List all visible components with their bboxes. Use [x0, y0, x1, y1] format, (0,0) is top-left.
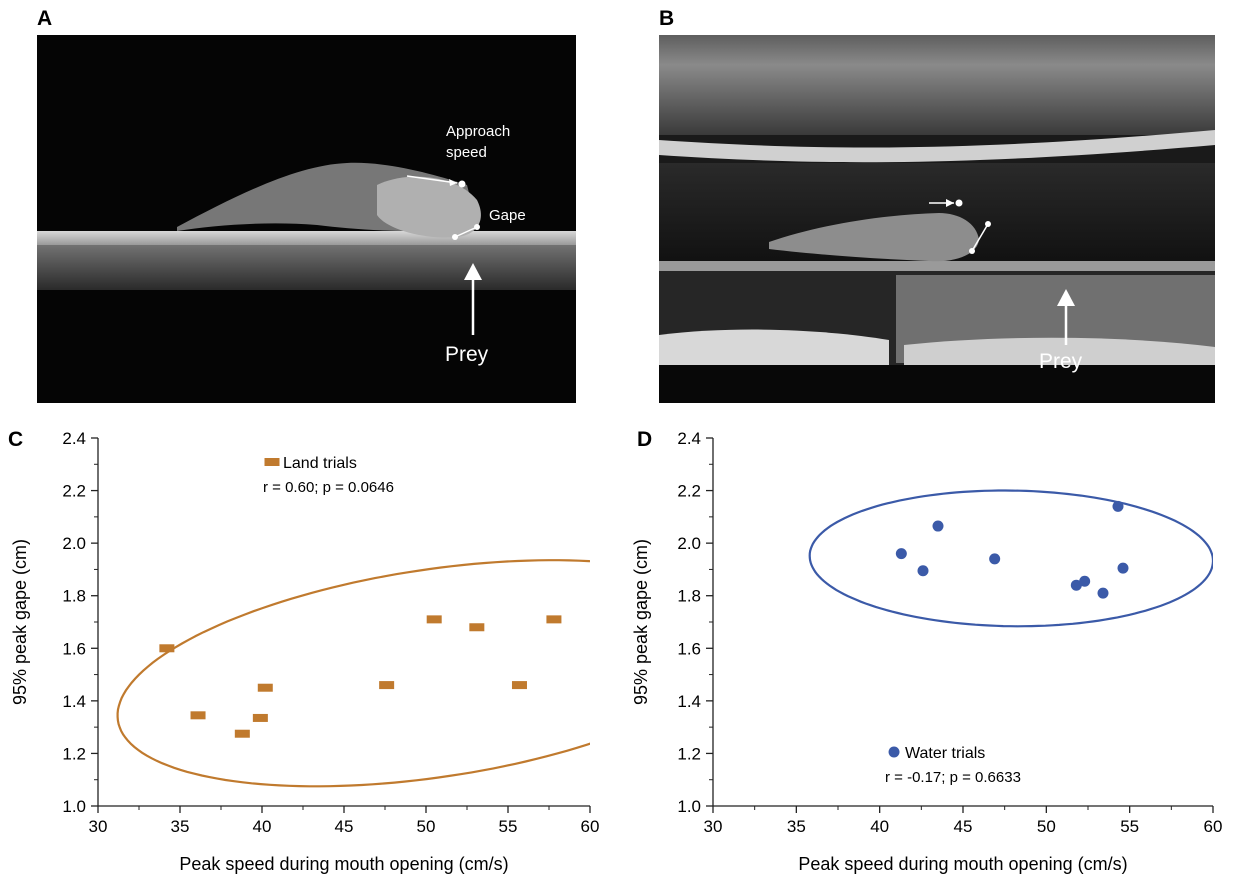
- data-point: [159, 644, 175, 653]
- y-tick-label: 2.4: [62, 429, 86, 448]
- x-tick-label: 55: [1120, 817, 1139, 836]
- gape-point-upper-water: [985, 221, 991, 227]
- data-point: [1070, 579, 1082, 591]
- legend-stats: r = 0.60; p = 0.0646: [263, 479, 394, 496]
- sand-right: [904, 337, 1215, 365]
- data-point: [932, 520, 944, 532]
- x-tick-label: 30: [704, 817, 723, 836]
- photo-water-strike: Prey: [659, 35, 1215, 403]
- panel-label-d: D: [637, 428, 652, 451]
- chart-land-trials: C 30 35 40 45 50 55 60 1.0 1.2 1.4 1.6 1.8 2.0 2.2 2.4 P…: [8, 428, 600, 874]
- panel-label-c: C: [8, 428, 23, 451]
- x-axis-label: Peak speed during mouth opening (cm/s): [798, 854, 1127, 874]
- y-tick-label: 1.8: [62, 587, 86, 606]
- x-axis-label: Peak speed during mouth opening (cm/s): [179, 854, 508, 874]
- legend-label: Water trials: [905, 745, 985, 762]
- data-point: [1112, 500, 1124, 512]
- y-tick-label: 1.6: [677, 639, 701, 658]
- confidence-ellipse: [808, 489, 1213, 628]
- y-tick-label: 1.0: [62, 797, 86, 816]
- tank-rail: [659, 261, 1215, 271]
- y-tick-label: 1.2: [62, 744, 86, 763]
- y-tick-label: 1.4: [677, 692, 701, 711]
- chart-water-trials: D 30 35 40 45 50 55 60 1.0 1.2 1.4 1.6 1.8 2.0 2.2 2.4 P…: [631, 428, 1223, 874]
- label-prey: Prey: [445, 343, 489, 366]
- y-axis-label: 95% peak gape (cm): [10, 539, 30, 705]
- label-approach: Approach: [446, 123, 510, 140]
- panel-label-a: A: [37, 7, 53, 30]
- approach-point-water: [955, 199, 963, 207]
- x-tick-label: 30: [89, 817, 108, 836]
- y-tick-label: 1.0: [677, 797, 701, 816]
- gape-point-lower-water: [969, 248, 975, 254]
- y-tick-label: 1.4: [62, 692, 86, 711]
- water-surface: [659, 130, 1215, 163]
- y-axis-label: 95% peak gape (cm): [631, 539, 651, 705]
- label-gape: Gape: [489, 207, 526, 224]
- substrate-platform: [37, 240, 576, 290]
- legend-marker: [264, 458, 280, 466]
- data-point: [257, 683, 273, 692]
- data-point: [989, 553, 1001, 565]
- legend-stats: r = -0.17; p = 0.6633: [885, 769, 1021, 786]
- data-point: [895, 548, 907, 560]
- x-tick-label: 60: [581, 817, 600, 836]
- y-tick-label: 2.2: [62, 482, 86, 501]
- approach-arrow-head-water: [946, 199, 954, 207]
- panel-label-b: B: [659, 7, 675, 30]
- data-point: [546, 615, 562, 624]
- x-tick-label: 45: [335, 817, 354, 836]
- data-point: [469, 623, 485, 632]
- photo-land-strike-drawing: Approach speed Gape Prey: [37, 35, 576, 403]
- x-tick-label: 55: [499, 817, 518, 836]
- data-point: [917, 565, 929, 577]
- y-tick-label: 2.2: [677, 482, 701, 501]
- data-point: [234, 729, 250, 738]
- data-point: [1079, 575, 1091, 587]
- x-tick-label: 50: [1037, 817, 1056, 836]
- y-tick-label: 2.0: [677, 534, 701, 553]
- x-tick-label: 45: [954, 817, 973, 836]
- data-point: [252, 713, 268, 722]
- label-speed: speed: [446, 144, 487, 161]
- legend-label: Land trials: [283, 455, 357, 472]
- tank-upper-wall: [659, 35, 1215, 135]
- approach-arrow-head: [449, 179, 457, 186]
- prey-arrow-head-water: [1057, 289, 1075, 306]
- x-tick-label: 40: [870, 817, 889, 836]
- sand-left: [659, 329, 889, 365]
- x-tick-label: 35: [171, 817, 190, 836]
- y-tick-label: 2.4: [677, 429, 701, 448]
- label-prey-water: Prey: [1039, 350, 1083, 373]
- fish-body-water: [769, 213, 979, 262]
- approach-arrow: [406, 175, 458, 184]
- prey-arrow-head: [464, 263, 482, 280]
- confidence-ellipse: [116, 559, 590, 788]
- data-point: [511, 681, 527, 690]
- gape-point-lower: [452, 234, 458, 240]
- x-tick-label: 50: [417, 817, 436, 836]
- data-point: [426, 615, 442, 624]
- y-tick-label: 1.6: [62, 639, 86, 658]
- gape-line: [454, 226, 478, 238]
- x-tick-label: 40: [253, 817, 272, 836]
- photo-land-strike: Approach speed Gape Prey: [37, 35, 576, 403]
- data-point: [1117, 562, 1129, 574]
- x-tick-label: 35: [787, 817, 806, 836]
- approach-point: [458, 180, 466, 188]
- platform-top: [37, 231, 576, 245]
- x-tick-label: 60: [1204, 817, 1223, 836]
- data-point: [1097, 587, 1109, 599]
- data-point: [190, 711, 206, 720]
- y-tick-label: 1.2: [677, 744, 701, 763]
- gape-line-water: [971, 223, 989, 252]
- gape-point-upper: [474, 224, 480, 230]
- y-tick-label: 1.8: [677, 587, 701, 606]
- fish-head: [377, 176, 481, 238]
- y-tick-label: 2.0: [62, 534, 86, 553]
- photo-water-strike-drawing: Prey: [659, 35, 1215, 403]
- legend-marker: [888, 746, 900, 758]
- data-point: [379, 681, 395, 690]
